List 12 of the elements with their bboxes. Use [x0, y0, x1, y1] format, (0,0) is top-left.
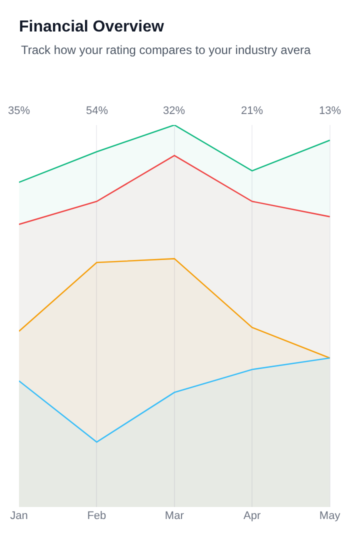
text: 21%	[241, 105, 264, 117]
x-tick-label: May	[319, 510, 341, 522]
x-tick-label: Jan	[10, 510, 28, 522]
x-tick-label: Apr	[244, 510, 261, 522]
text: 35%	[8, 105, 30, 117]
text: 13%	[319, 105, 342, 117]
text: 54%	[86, 105, 108, 117]
x-tick-label: Feb	[87, 510, 106, 522]
chart-subtitle: Track how your rating compares to your industry avera	[21, 43, 311, 57]
chart-title: Financial Overview	[19, 18, 165, 36]
x-tick-label: Mar	[164, 510, 184, 522]
text: 32%	[163, 105, 186, 117]
